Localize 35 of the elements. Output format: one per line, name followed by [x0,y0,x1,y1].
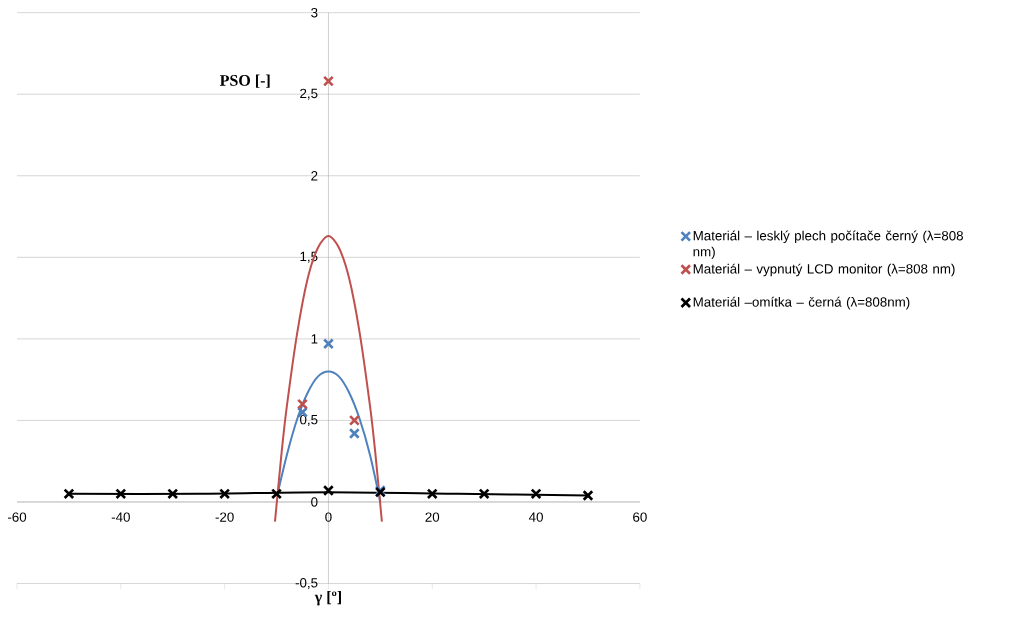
x-tick-label: -60 [7,512,27,523]
y-tick-label: 2,5 [300,88,318,100]
x-tick-label: -20 [215,512,234,523]
point [270,488,283,500]
point [322,485,335,497]
x-tick-label: -40 [111,512,130,523]
x-axis-title: γ [º] [314,591,341,606]
y-tick-label: 0,5 [300,415,318,427]
legend-label: Materiál – lesklý plech počítače černý (λ=808 nm) [693,230,963,260]
x-tick-label: 60 [633,512,647,523]
point [219,488,231,500]
y-tick-label: 0 [311,497,318,507]
y-tick-label: 2 [311,171,318,181]
point [348,415,360,427]
point [63,488,75,500]
point [322,75,335,87]
point [296,398,309,410]
y-tick-label: 1 [311,334,318,344]
legend-label: Materiál –omítka – černá (λ=808nm) [693,297,910,310]
point [322,338,335,350]
point [167,488,179,500]
point [530,488,542,500]
x-tick-label: 40 [528,512,543,523]
y-axis-title: PSO [-] [219,74,270,89]
point [426,488,438,500]
y-tick-label: -0,5 [295,578,318,590]
x-tick-label: 0 [325,512,332,523]
legend-label: Materiál – vypnutý LCD monitor (λ=808 nm) [693,263,955,277]
point [115,488,127,500]
point [348,428,360,440]
x-tick-label: 20 [425,512,440,523]
y-tick-label: 3 [311,8,318,18]
point [478,488,490,500]
point [582,490,594,502]
line-series [273,235,383,523]
